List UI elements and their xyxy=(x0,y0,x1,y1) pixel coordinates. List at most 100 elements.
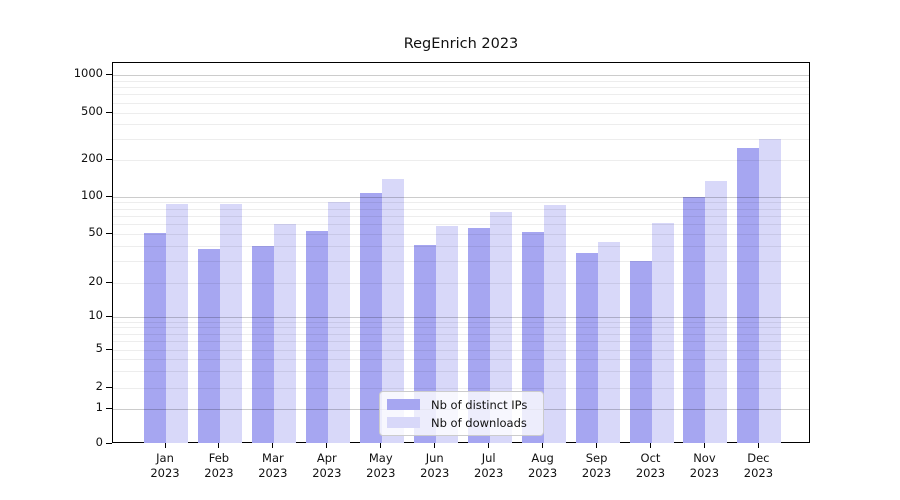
gridline-7 xyxy=(113,333,809,335)
gridline-3 xyxy=(113,370,809,372)
gridline-20 xyxy=(113,282,809,284)
gridline-90 xyxy=(113,202,809,204)
y-tick-mark xyxy=(106,233,112,234)
y-tick-label-10: 10 xyxy=(88,307,103,322)
bar-ips-sep xyxy=(575,252,598,443)
gridline-4 xyxy=(113,359,809,361)
gridline-700 xyxy=(113,94,809,96)
x-tick-mark xyxy=(434,443,436,448)
x-tick-mark xyxy=(542,443,544,448)
gridline-500 xyxy=(113,112,809,114)
legend-label-downloads: Nb of downloads xyxy=(431,415,527,430)
x-tick-mark xyxy=(596,443,598,448)
y-tick-mark xyxy=(106,386,112,388)
y-tick-label-5: 5 xyxy=(95,341,103,355)
legend-label-distinct-ips: Nb of distinct IPs xyxy=(431,397,528,412)
x-tick-mark xyxy=(164,443,166,448)
bars-layer xyxy=(113,63,809,443)
gridline-2 xyxy=(113,387,809,389)
x-tick-mark xyxy=(326,443,328,448)
gridline-300 xyxy=(113,138,809,140)
gridline-40 xyxy=(113,245,809,247)
y-tick-label-2: 2 xyxy=(95,378,103,393)
bar-downloads-jan xyxy=(166,204,188,443)
plot-area xyxy=(112,62,810,443)
grid-layer xyxy=(113,63,809,442)
x-tick-label-feb: Feb 2023 xyxy=(204,451,234,480)
x-tick-label-sep: Sep 2023 xyxy=(581,451,612,480)
gridline-5 xyxy=(113,350,809,351)
x-tick-mark xyxy=(488,443,490,448)
x-tick-mark xyxy=(757,443,759,448)
bar-ips-oct xyxy=(629,261,652,443)
x-tick-label-may: May 2023 xyxy=(366,451,396,480)
gridline-100 xyxy=(113,196,809,198)
chart-title: RegEnrich 2023 xyxy=(403,36,519,52)
gridline-800 xyxy=(113,87,809,89)
x-tick-label-apr: Apr 2023 xyxy=(312,451,342,480)
y-tick-mark xyxy=(106,315,112,317)
bar-downloads-dec xyxy=(759,138,782,443)
bar-downloads-mar xyxy=(273,224,296,443)
y-tick-label-500: 500 xyxy=(81,103,103,118)
bar-ips-nov xyxy=(683,196,706,443)
x-tick-mark xyxy=(380,443,382,448)
gridline-10 xyxy=(113,316,809,318)
x-tick-label-nov: Nov 2023 xyxy=(689,451,720,480)
gridline-60 xyxy=(113,224,809,226)
bar-downloads-aug xyxy=(543,205,566,443)
y-tick-mark xyxy=(106,443,112,444)
y-tick-label-200: 200 xyxy=(81,151,103,165)
legend-swatch-distinct-ips-icon xyxy=(387,399,420,410)
gridline-50 xyxy=(113,234,809,235)
gridline-200 xyxy=(113,160,809,161)
gridline-900 xyxy=(113,80,809,82)
bar-ips-dec xyxy=(737,148,760,443)
bar-ips-apr xyxy=(305,230,328,443)
x-tick-label-mar: Mar 2023 xyxy=(258,451,288,480)
x-tick-mark xyxy=(703,443,705,448)
y-tick-mark xyxy=(106,349,112,350)
x-tick-mark xyxy=(272,443,274,448)
x-tick-label-jun: Jun 2023 xyxy=(420,451,450,480)
gridline-80 xyxy=(113,208,809,210)
gridline-9 xyxy=(113,321,809,323)
gridline-70 xyxy=(113,215,809,217)
y-tick-mark xyxy=(106,74,112,75)
bar-ips-mar xyxy=(251,245,274,443)
y-tick-mark xyxy=(106,111,112,113)
bar-ips-jan xyxy=(144,232,166,443)
y-tick-mark xyxy=(106,195,112,197)
y-tick-mark xyxy=(106,159,112,160)
bar-ips-feb xyxy=(197,248,220,443)
bar-downloads-apr xyxy=(327,202,350,443)
x-tick-label-aug: Aug 2023 xyxy=(527,451,558,480)
legend-row-downloads: Nb of downloads xyxy=(387,416,535,430)
gridline-600 xyxy=(113,102,809,104)
x-tick-label-jul: Jul 2023 xyxy=(474,451,504,480)
x-tick-mark xyxy=(218,443,220,448)
bar-downloads-nov xyxy=(705,180,728,443)
gridline-8 xyxy=(113,327,809,329)
gridline-6 xyxy=(113,341,809,343)
y-tick-mark xyxy=(106,408,112,409)
x-tick-mark xyxy=(650,443,651,448)
y-tick-label-1: 1 xyxy=(95,400,103,414)
y-tick-label-0: 0 xyxy=(95,435,103,449)
gridline-30 xyxy=(113,261,809,263)
legend-swatch-downloads-icon xyxy=(387,417,420,428)
legend: Nb of distinct IPs Nb of downloads xyxy=(379,391,544,436)
y-tick-label-100: 100 xyxy=(81,187,103,202)
y-tick-label-50: 50 xyxy=(88,225,103,239)
gridline-400 xyxy=(113,124,809,126)
gridline-1000 xyxy=(113,75,809,76)
y-tick-mark xyxy=(106,281,112,283)
x-tick-label-oct: Oct 2023 xyxy=(635,451,666,480)
bar-downloads-sep xyxy=(597,241,620,443)
y-tick-label-1000: 1000 xyxy=(73,66,103,80)
bar-downloads-oct xyxy=(651,223,674,443)
x-tick-label-jan: Jan 2023 xyxy=(150,451,180,480)
legend-row-distinct-ips: Nb of distinct IPs xyxy=(387,398,535,412)
bar-downloads-feb xyxy=(219,204,242,443)
